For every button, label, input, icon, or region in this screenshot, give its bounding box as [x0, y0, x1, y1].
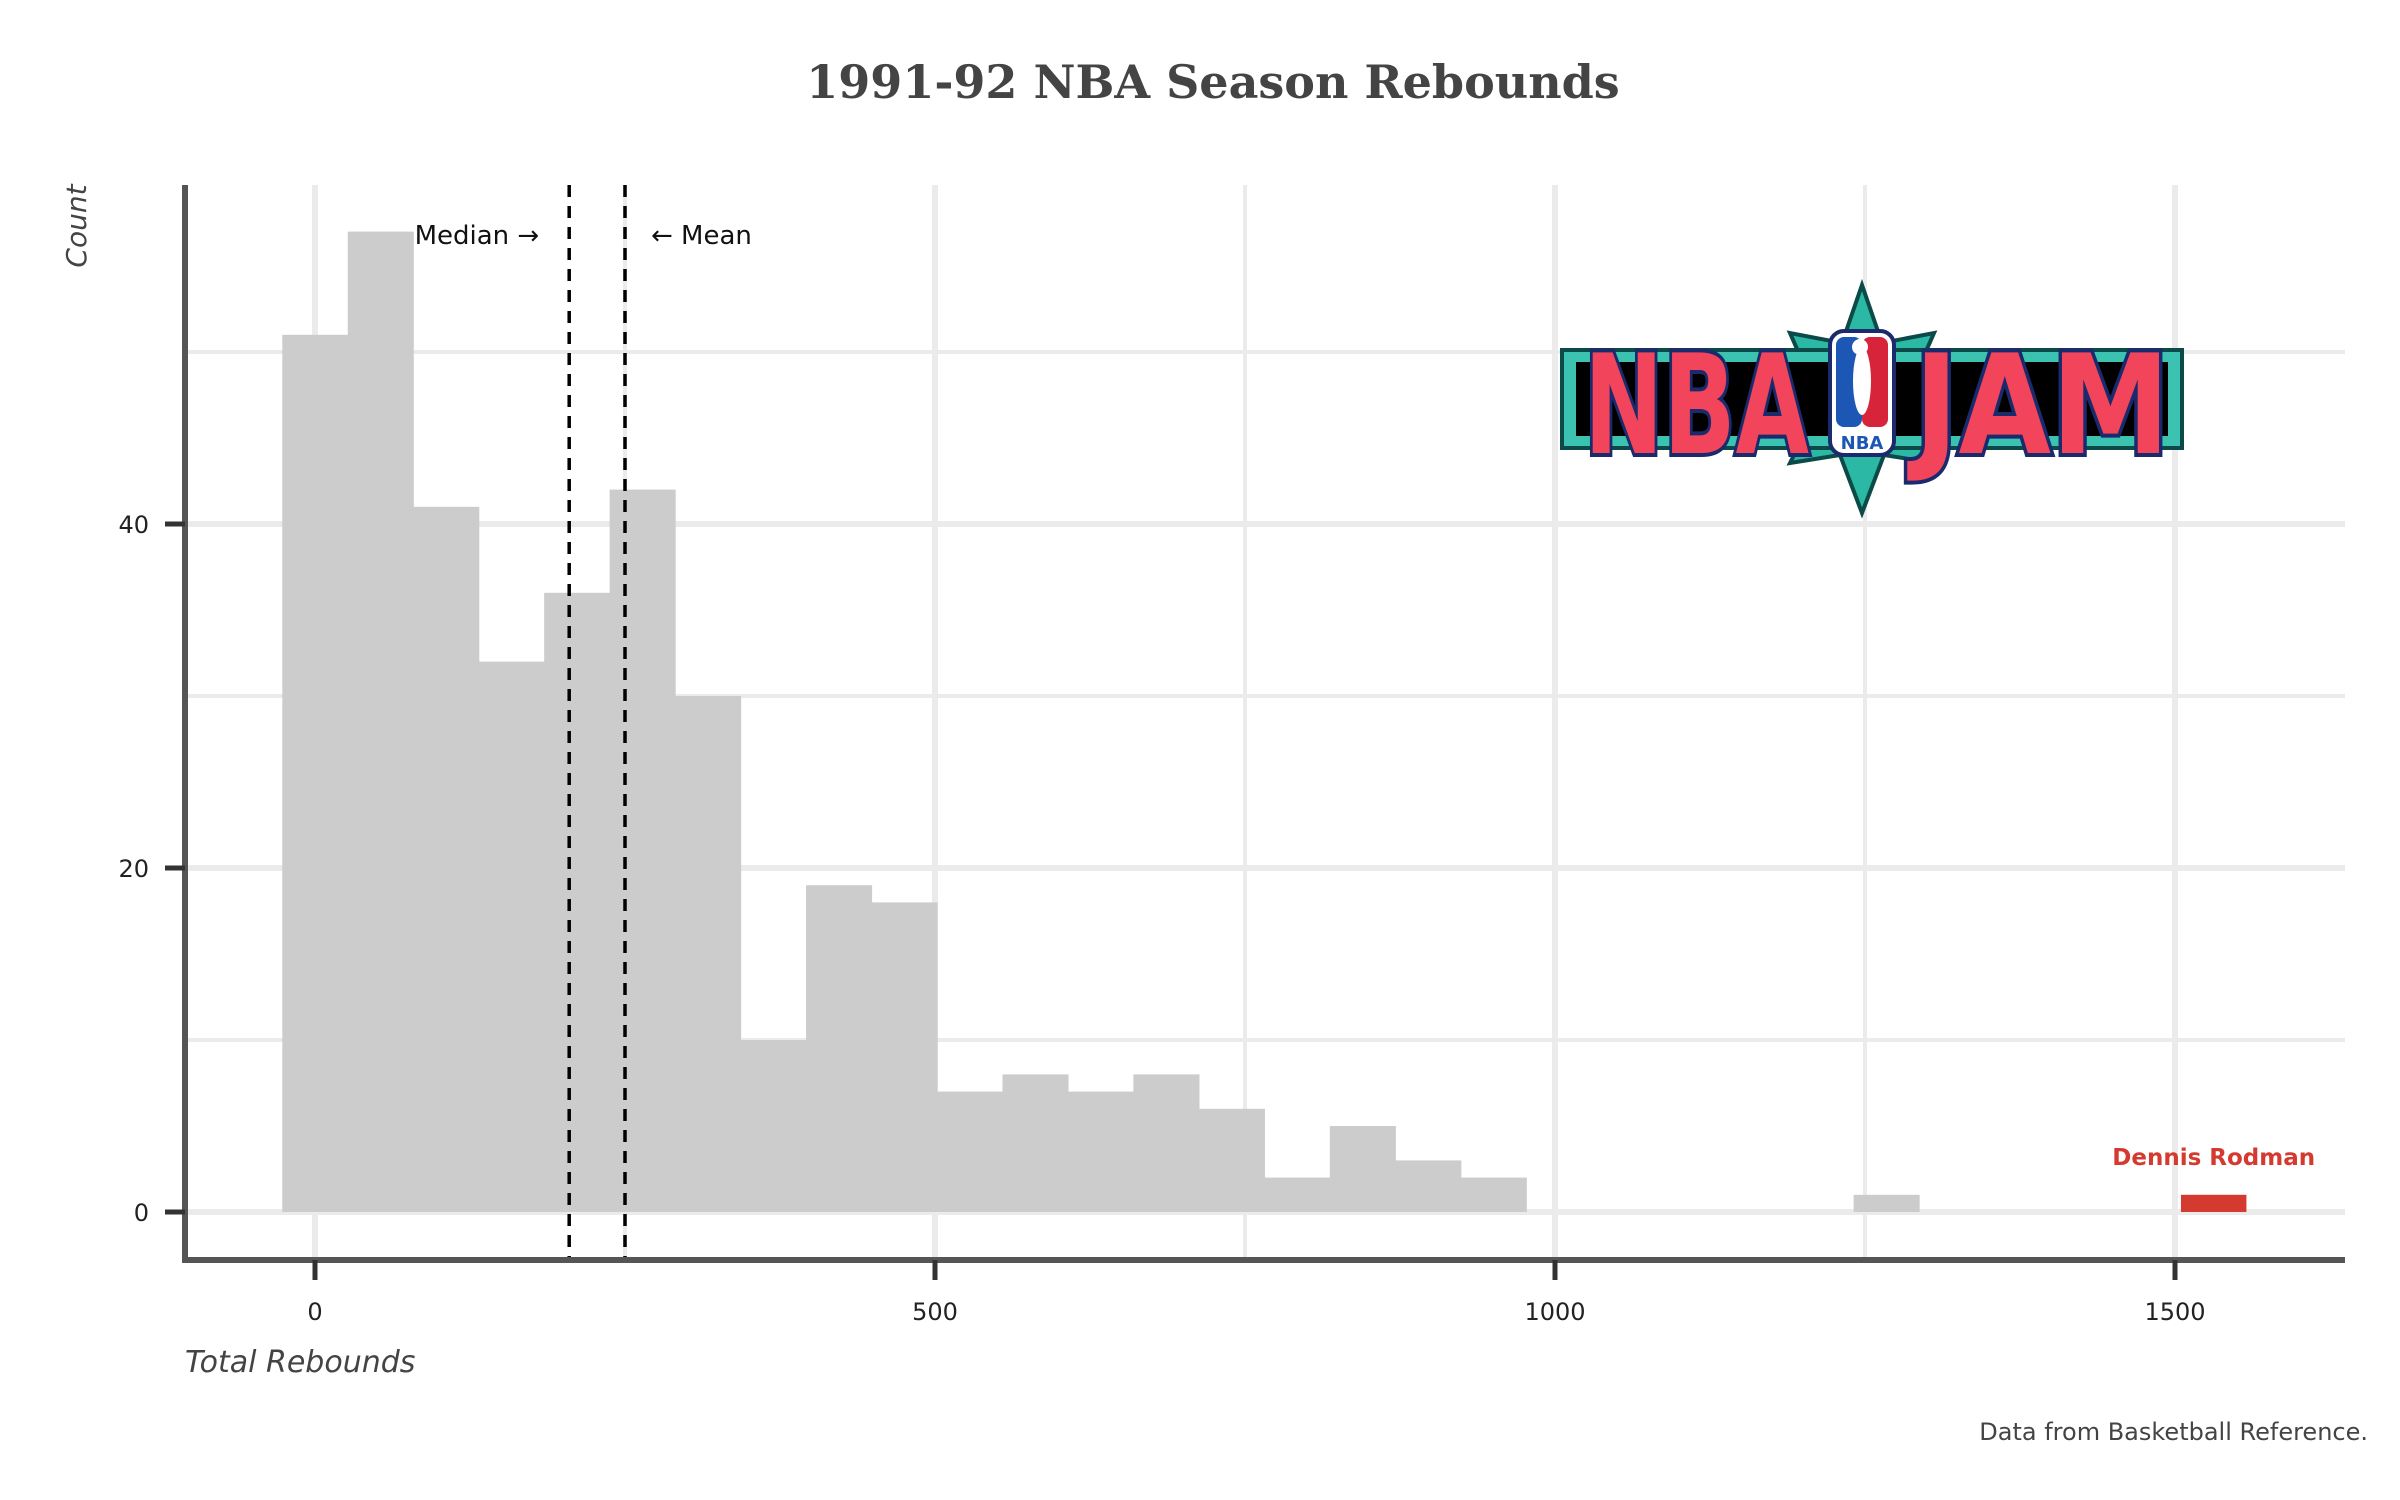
logo-text-nba: NBA — [1584, 325, 1809, 486]
histogram-bar — [740, 1040, 807, 1212]
histogram-bar — [675, 696, 742, 1212]
histogram-bar — [806, 885, 873, 1212]
histogram-bar — [1329, 1126, 1396, 1212]
y-tick-label: 20 — [118, 855, 149, 883]
reference-line-label: Median → — [415, 221, 540, 251]
x-tick-label: 0 — [307, 1298, 322, 1326]
histogram-bar — [1067, 1091, 1134, 1212]
histogram-bar — [1198, 1108, 1265, 1212]
logo-badge-text: NBA — [1841, 433, 1884, 454]
histogram-bar — [609, 489, 676, 1213]
chart-title: 1991-92 NBA Season Rebounds — [806, 55, 1619, 109]
histogram-bar — [478, 661, 545, 1212]
histogram-bar — [871, 902, 938, 1212]
reference-lines-layer: Median → ← Mean — [415, 185, 752, 1260]
logo-text-jam: JAM — [1907, 325, 2170, 486]
tick-labels-layer: 0 20 40 0 500 1000 1500 — [118, 511, 2205, 1326]
histogram-bar — [1853, 1194, 1920, 1212]
histogram-bar — [1395, 1160, 1462, 1212]
y-tick-label: 40 — [118, 511, 149, 539]
y-tick-label: 0 — [134, 1199, 149, 1227]
logo-player-head — [1852, 339, 1868, 355]
axis-layer — [165, 185, 2345, 1280]
histogram-bar — [282, 334, 349, 1212]
x-tick-label: 1500 — [2144, 1298, 2205, 1326]
chart-caption: Data from Basketball Reference. — [1979, 1418, 2368, 1446]
logo-player-silhouette — [1853, 347, 1871, 415]
histogram-bar — [347, 231, 414, 1213]
histogram-bar — [1133, 1074, 1200, 1212]
histogram-bar — [1002, 1074, 1069, 1212]
highlight-bar — [2180, 1194, 2247, 1212]
histogram-bar — [1460, 1177, 1527, 1212]
reference-line-label: ← Mean — [651, 221, 752, 251]
histogram-bar — [1264, 1177, 1331, 1212]
nba-jam-logo: NBA JAM NBA — [1560, 278, 2184, 519]
histogram-bar — [936, 1091, 1004, 1212]
x-tick-label: 500 — [912, 1298, 958, 1326]
histogram-bar — [413, 506, 480, 1212]
highlight-label: Dennis Rodman — [2112, 1145, 2315, 1171]
x-axis-title: Total Rebounds — [185, 1345, 415, 1380]
y-axis-title: Count — [60, 183, 93, 267]
histogram-bar — [544, 592, 611, 1212]
x-tick-label: 1000 — [1524, 1298, 1585, 1326]
bars-layer: Dennis Rodman — [282, 231, 2315, 1213]
